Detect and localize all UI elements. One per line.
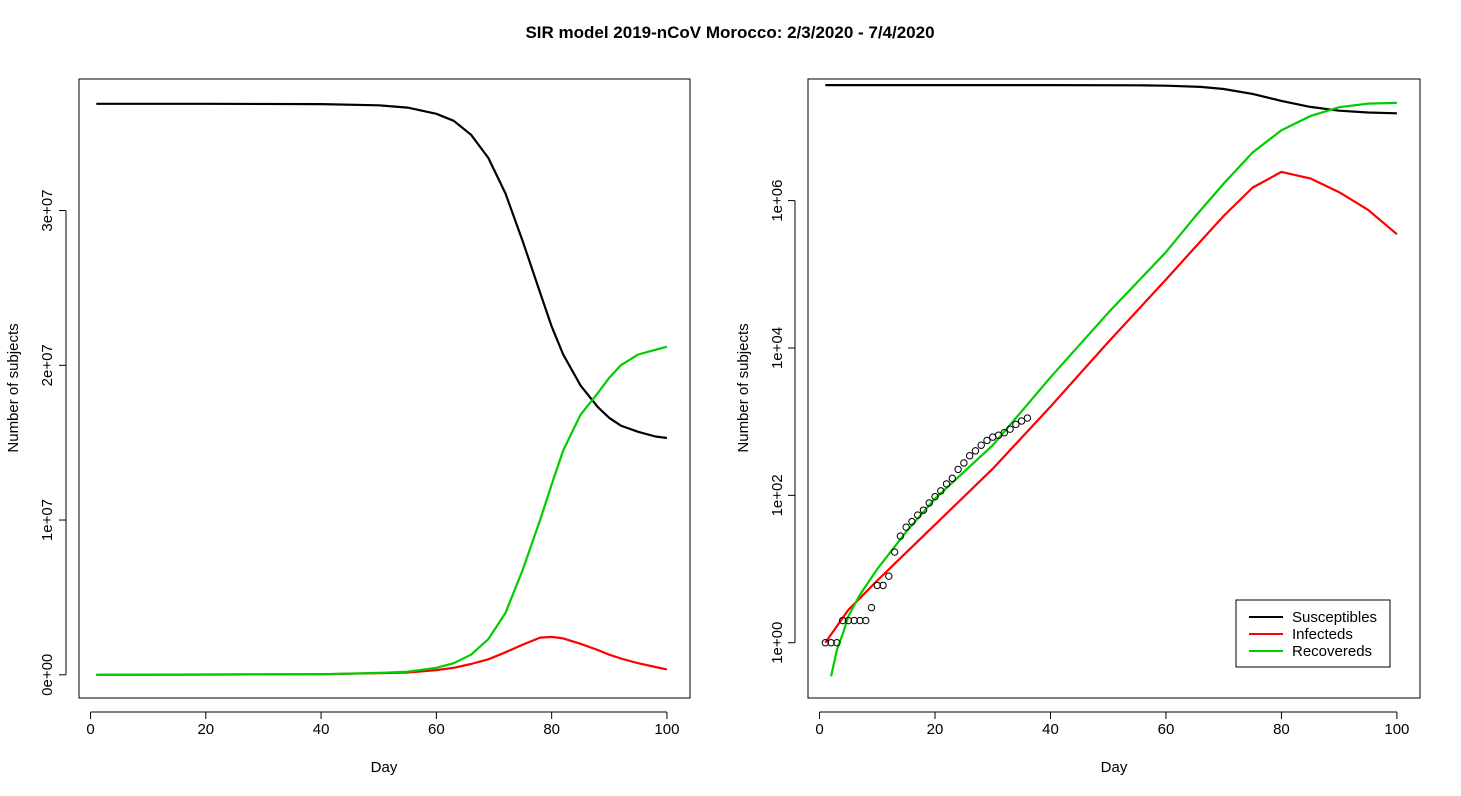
series-line-susceptibles [96,102,668,440]
observed-point [873,581,881,590]
observed-point [965,452,974,460]
x-tick-label: 80 [1273,721,1290,738]
observed-point [838,616,847,625]
observed-point [960,459,968,467]
observed-point [885,572,893,580]
x-tick-label: 20 [197,721,214,738]
y-tick-label: 3e+07 [39,189,56,231]
x-tick-label: 40 [1042,721,1059,738]
plot-frame [807,78,1421,699]
observed-point [919,506,928,514]
log-scale-plot: 0 20 40 60 80 100 1e+00 1e+02 1e+04 1e+06 Day Nu… [735,78,1421,776]
x-axis: 0 20 40 60 80 100 [86,711,679,738]
observed-point [833,639,841,647]
linear-scale-plot: 0 20 40 60 80 100 0e+00 1e+07 2e+07 3e+07 Day Nu… [5,78,691,776]
y-axis-label: Number of subjects [5,323,22,452]
x-tick-label: 40 [313,721,330,738]
x-tick-label: 60 [428,721,445,738]
observed-point [1006,425,1014,433]
x-tick-label: 0 [86,721,94,738]
y-axis: 1e+00 1e+02 1e+04 1e+06 [769,180,796,664]
legend-label-susceptibles: Susceptibles [1292,609,1377,626]
observed-point [971,447,980,455]
y-tick-label: 1e+00 [769,622,786,664]
y-tick-label: 1e+04 [769,327,786,369]
x-tick-label: 100 [1384,721,1409,738]
y-tick-label: 1e+02 [769,474,786,516]
legend-label-recovereds: Recovereds [1292,643,1372,660]
observed-point [827,639,835,647]
y-axis: 0e+00 1e+07 2e+07 3e+07 [39,189,67,696]
x-tick-label: 100 [654,721,679,738]
observed-point [925,499,933,507]
observed-point [879,581,887,590]
observed-point [862,616,870,625]
observed-points [821,414,1032,647]
y-axis-label: Number of subjects [735,323,752,452]
observed-point [908,517,916,526]
legend-label-infecteds: Infecteds [1292,626,1353,643]
x-axis-label: Day [1101,759,1128,776]
observed-point [856,616,864,625]
observed-point [942,480,951,488]
x-tick-label: 0 [815,721,823,738]
observed-point [937,487,945,495]
observed-point [931,492,939,501]
series-line-susceptibles [825,83,1397,115]
y-tick-label: 1e+06 [769,180,786,222]
observed-point [1012,420,1020,429]
observed-point [1023,414,1032,422]
observed-point [977,441,985,449]
x-tick-label: 80 [543,721,560,738]
observed-point [890,548,899,556]
observed-point [1000,429,1009,437]
observed-point [913,511,922,519]
observed-point [983,436,991,445]
plot-frame [78,78,691,699]
x-tick-label: 60 [1158,721,1175,738]
series-line-infecteds [96,635,668,676]
observed-point [821,639,830,647]
observed-point [850,616,858,625]
observed-point [954,465,962,474]
observed-point [902,523,910,531]
observed-point [844,616,853,625]
chart-title: SIR model 2019-nCoV Morocco: 2/3/2020 - … [525,23,934,42]
x-axis: 0 20 40 60 80 100 [815,711,1409,738]
series-line-recovereds [830,101,1397,677]
y-tick-label: 0e+00 [39,654,56,696]
series-line-infecteds [824,170,1398,644]
series-layer [824,83,1398,677]
observed-point [1017,417,1026,425]
observed-point [948,474,957,483]
y-tick-label: 1e+07 [39,499,56,541]
y-tick-label: 2e+07 [39,344,56,386]
series-line-recovereds [96,345,668,676]
x-axis-label: Day [371,759,398,776]
x-tick-label: 20 [927,721,944,738]
observed-point [896,532,905,540]
series-layer [96,102,668,676]
legend: Susceptibles Infecteds Recovereds [1235,599,1391,668]
observed-point [867,603,876,612]
